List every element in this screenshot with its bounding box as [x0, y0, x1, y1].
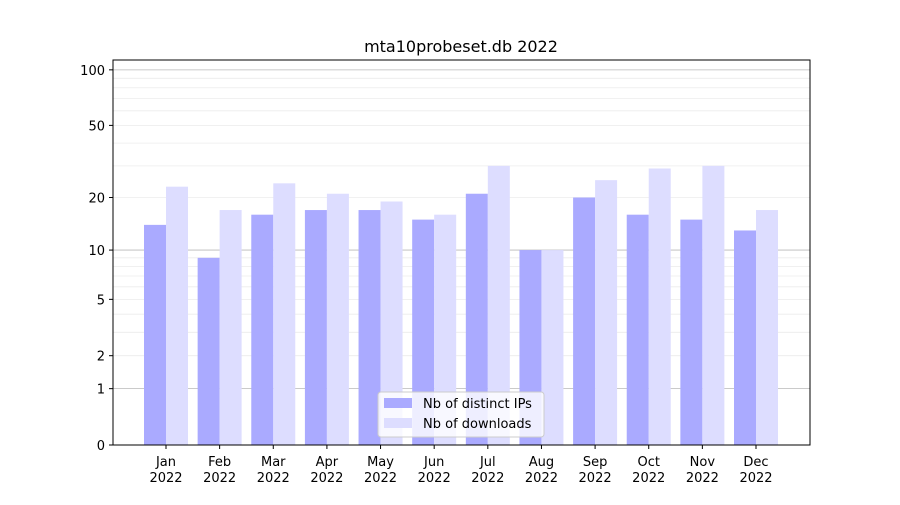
bar-distinct-ips [197, 257, 220, 445]
x-tick-label: 2022 [364, 471, 397, 486]
legend-label: Nb of distinct IPs [423, 397, 532, 412]
y-tick-label: 0 [97, 439, 105, 454]
x-tick-label: 2022 [203, 471, 236, 486]
x-axis: Jan2022Feb2022Mar2022Apr2022May2022Jun20… [149, 445, 773, 486]
bar-downloads [487, 165, 510, 445]
bar-downloads [166, 186, 188, 446]
bar-downloads [434, 214, 457, 445]
bar-downloads [595, 180, 618, 445]
bar-downloads [756, 210, 778, 445]
x-tick-label: Jun [423, 455, 444, 470]
bar-distinct-ips [304, 210, 327, 445]
x-tick-label: Apr [316, 455, 339, 470]
x-tick-label: Jul [479, 455, 496, 470]
bar-downloads [541, 250, 564, 445]
bar-distinct-ips [412, 219, 435, 445]
x-tick-label: 2022 [418, 471, 451, 486]
x-tick-label: 2022 [257, 471, 290, 486]
legend-box [377, 391, 545, 438]
bar-downloads [273, 183, 296, 445]
legend-swatch [384, 398, 412, 408]
bars [144, 165, 778, 446]
x-tick-label: Jan [155, 455, 176, 470]
bar-distinct-ips [734, 230, 756, 445]
bar-downloads [380, 201, 403, 445]
y-tick-label: 5 [97, 293, 105, 308]
bar-distinct-ips [573, 197, 596, 445]
axes-frame [112, 59, 811, 446]
y-tick-label: 2 [97, 350, 105, 365]
x-tick-label: 2022 [471, 471, 504, 486]
x-tick-label: 2022 [632, 471, 665, 486]
x-tick-label: 2022 [579, 471, 612, 486]
y-tick-label: 10 [88, 244, 105, 259]
y-tick-label: 50 [88, 119, 105, 134]
y-tick-label: 1 [97, 383, 105, 398]
bar-distinct-ips [144, 224, 166, 445]
bar-downloads [326, 193, 349, 445]
bar-distinct-ips [626, 214, 649, 445]
x-tick-label: Oct [637, 455, 659, 470]
bar-distinct-ips [358, 210, 381, 445]
x-tick-label: May [367, 455, 394, 470]
x-tick-label: Mar [261, 455, 286, 470]
x-tick-label: Nov [690, 455, 716, 470]
x-tick-label: 2022 [739, 471, 772, 486]
bar-distinct-ips [251, 214, 274, 445]
x-tick-label: Sep [583, 455, 608, 470]
legend-swatch [384, 418, 412, 428]
y-axis: 0 1 2 5 10 20 50 100 [80, 64, 113, 454]
chart-title: mta10probeset.db 2022 [364, 37, 558, 56]
x-tick-label: 2022 [310, 471, 343, 486]
bar-downloads [648, 168, 671, 445]
y-tick-label: 100 [80, 64, 105, 79]
bar-distinct-ips [465, 193, 488, 445]
bar-downloads [219, 210, 242, 445]
legend-label: Nb of downloads [423, 417, 532, 432]
y-tick-label: 20 [88, 192, 105, 207]
x-tick-label: 2022 [686, 471, 719, 486]
bar-distinct-ips [680, 219, 703, 445]
bar-downloads [702, 165, 725, 445]
x-tick-label: Feb [208, 455, 231, 470]
x-tick-label: 2022 [149, 471, 182, 486]
x-tick-label: Dec [743, 455, 768, 470]
x-tick-label: Aug [529, 455, 554, 470]
x-tick-label: 2022 [525, 471, 558, 486]
legend: Nb of distinct IPs Nb of downloads [377, 391, 545, 438]
